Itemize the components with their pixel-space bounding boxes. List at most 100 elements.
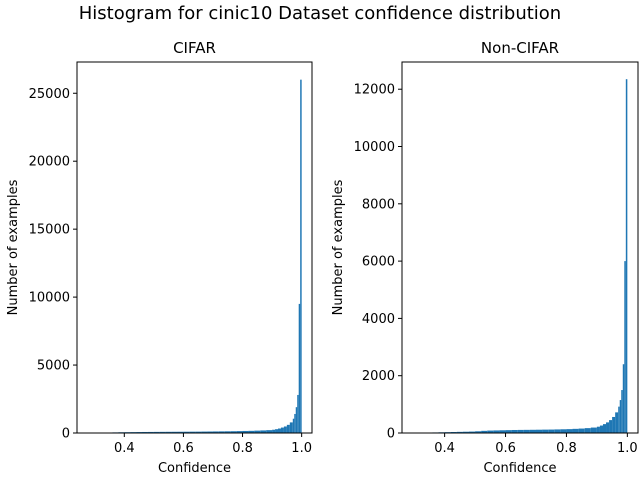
- non-cifar-histogram-bar: [523, 429, 530, 433]
- non-cifar-histogram-bar: [619, 400, 622, 433]
- non-cifar-histogram-bar: [456, 431, 463, 433]
- non-cifar-histogram-bar: [599, 425, 603, 433]
- cifar-histogram-bar: [272, 429, 276, 433]
- non-cifar-histogram-bar: [618, 406, 620, 433]
- cifar-y-tick-label: 10000: [29, 291, 70, 306]
- cifar-y-tick-label: 25000: [29, 87, 70, 102]
- non-cifar-histogram-bar: [566, 429, 573, 433]
- cifar-y-tick-label: 20000: [29, 155, 70, 170]
- cifar-x-tick-label: 0.4: [114, 441, 135, 456]
- cifar-histogram-bar: [242, 430, 249, 433]
- non-cifar-histogram-bar: [481, 430, 488, 433]
- cifar-axes-frame: [76, 61, 313, 434]
- cifar-histogram-bar: [230, 431, 237, 433]
- cifar-histogram-bar: [295, 407, 298, 433]
- cifar-histogram-bar: [201, 431, 208, 433]
- non-cifar-y-tick-label: 0: [387, 427, 395, 442]
- cifar-histogram-bar: [142, 431, 148, 433]
- cifar-histogram-bar: [171, 431, 178, 433]
- non-cifar-x-tick-label: 0.6: [495, 441, 516, 456]
- cifar-y-tick-label: 5000: [37, 359, 70, 374]
- figure-suptitle: Histogram for cinic10 Dataset confidence…: [79, 3, 561, 24]
- non-cifar-histogram-bar: [615, 412, 619, 433]
- cifar-x-tick-label: 1.0: [291, 441, 312, 456]
- non-cifar-histogram-bar: [535, 429, 543, 433]
- cifar-histogram-bar: [207, 431, 213, 433]
- cifar-histogram-bar: [195, 431, 202, 433]
- cifar-chart-title: CIFAR: [173, 39, 216, 57]
- non-cifar-histogram-bar: [621, 390, 623, 433]
- non-cifar-y-tick-label: 2000: [362, 369, 395, 384]
- non-cifar-x-tick-label: 0.8: [556, 441, 577, 456]
- non-cifar-histogram-bar: [602, 424, 607, 433]
- non-cifar-histogram-bar: [624, 261, 626, 433]
- non-cifar-histogram-bar: [493, 430, 500, 433]
- cifar-histogram-bar: [275, 429, 279, 433]
- non-cifar-histogram-bar: [511, 429, 518, 433]
- non-cifar-y-axis-label: Number of examples: [331, 179, 346, 315]
- cifar-histogram-bar: [292, 418, 295, 433]
- non-cifar-y-tick-label: 8000: [362, 197, 395, 212]
- cifar-histogram-bar: [189, 431, 196, 433]
- non-cifar-histogram-bar: [590, 427, 597, 433]
- non-cifar-histogram-bar: [622, 364, 625, 433]
- cifar-histogram-bar: [236, 431, 243, 433]
- cifar-histogram-bar: [177, 431, 184, 433]
- cifar-histogram-bar: [248, 430, 255, 433]
- non-cifar-histogram-bar: [487, 430, 494, 433]
- non-cifar-histogram-bar: [596, 426, 600, 433]
- non-cifar-y-tick-label: 6000: [362, 255, 395, 270]
- non-cifar-x-axis-label: Confidence: [483, 461, 556, 476]
- cifar-histogram-bar: [294, 413, 296, 433]
- non-cifar-histogram-bar: [468, 431, 476, 433]
- non-cifar-histogram-bar: [584, 428, 591, 433]
- non-cifar-histogram-bar: [612, 416, 616, 433]
- non-cifar-histogram-bar: [505, 430, 512, 433]
- cifar-x-tick-label: 0.8: [232, 441, 253, 456]
- cifar-histogram-bar: [266, 430, 273, 433]
- cifar-histogram-bar: [280, 427, 284, 433]
- non-cifar-histogram-bar: [542, 429, 549, 433]
- non-cifar-histogram-bar: [609, 420, 613, 433]
- cifar-histogram-bar: [159, 431, 166, 433]
- cifar-x-tick-label: 0.6: [173, 441, 194, 456]
- non-cifar-histogram-bar: [578, 428, 585, 433]
- non-cifar-y-tick-label: 12000: [354, 83, 395, 98]
- non-cifar-histogram-bar: [517, 429, 524, 433]
- non-cifar-histogram-bar: [606, 422, 610, 433]
- non-cifar-histogram-bar: [499, 430, 506, 433]
- non-cifar-histogram-bar: [462, 431, 469, 433]
- non-cifar-histogram-bar: [572, 428, 579, 433]
- cifar-histogram-bar: [147, 431, 154, 433]
- non-cifar-histogram-bar: [554, 429, 561, 433]
- cifar-y-tick-label: 15000: [29, 223, 70, 238]
- non-cifar-y-tick-label: 4000: [362, 312, 395, 327]
- cifar-histogram-bar: [283, 426, 287, 433]
- cifar-histogram-bar: [165, 431, 172, 433]
- non-cifar-y-tick-label: 10000: [354, 140, 395, 155]
- cifar-x-axis-label: Confidence: [158, 461, 231, 476]
- non-cifar-histogram-bar: [625, 79, 628, 433]
- cifar-histogram-bar: [254, 430, 261, 433]
- non-cifar-histogram-bar: [475, 431, 482, 433]
- cifar-histogram-bar: [260, 430, 267, 433]
- cifar-y-axis-label: Number of examples: [6, 179, 21, 315]
- non-cifar-x-tick-label: 1.0: [617, 441, 638, 456]
- cifar-histogram-bar: [224, 431, 231, 433]
- cifar-histogram-bar: [153, 431, 160, 433]
- cifar-histogram-bar: [298, 303, 301, 433]
- cifar-histogram-bar: [289, 422, 293, 433]
- non-cifar-x-tick-label: 0.4: [434, 441, 455, 456]
- non-cifar-histogram-bar: [529, 429, 536, 433]
- cifar-histogram-bar: [286, 424, 290, 433]
- cifar-histogram-bar: [278, 428, 281, 433]
- non-cifar-histogram-bar: [548, 429, 555, 433]
- cifar-y-tick-label: 0: [62, 427, 70, 442]
- cifar-histogram-bar: [297, 394, 299, 433]
- cifar-histogram-bar: [218, 431, 225, 433]
- non-cifar-chart-title: Non-CIFAR: [481, 39, 559, 57]
- non-cifar-axes-frame: [401, 61, 639, 434]
- cifar-histogram-bar: [212, 431, 219, 433]
